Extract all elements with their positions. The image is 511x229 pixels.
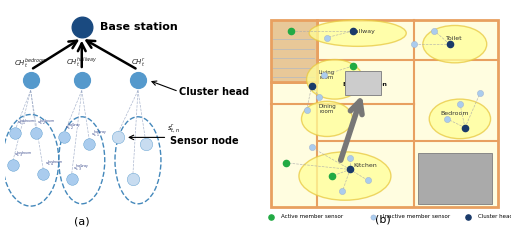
Point xyxy=(308,146,316,149)
Point xyxy=(287,29,295,33)
Ellipse shape xyxy=(423,25,487,63)
Point xyxy=(446,42,454,46)
Ellipse shape xyxy=(301,101,353,136)
Text: Dining
room: Dining room xyxy=(318,104,336,114)
Point xyxy=(315,95,323,99)
Point xyxy=(113,136,122,139)
Point xyxy=(78,26,86,29)
Ellipse shape xyxy=(429,99,491,139)
Point xyxy=(129,177,137,180)
Point xyxy=(9,163,17,167)
Point xyxy=(328,174,336,178)
Text: $s_{t,3}^{hallway}$: $s_{t,3}^{hallway}$ xyxy=(73,163,89,174)
Ellipse shape xyxy=(309,20,406,46)
Text: Toilet: Toilet xyxy=(447,36,463,41)
Text: $CH_t^r$: $CH_t^r$ xyxy=(130,57,146,69)
Point xyxy=(463,215,472,218)
FancyBboxPatch shape xyxy=(418,153,492,204)
Point xyxy=(461,126,469,130)
Point xyxy=(39,172,48,176)
Text: Sensor node: Sensor node xyxy=(170,136,239,146)
Text: $s_{t,1}^{hallway}$: $s_{t,1}^{hallway}$ xyxy=(91,128,107,140)
Text: $s_{t,n}^r$: $s_{t,n}^r$ xyxy=(168,123,180,135)
Point xyxy=(308,84,316,88)
Text: Active member sensor: Active member sensor xyxy=(281,214,343,219)
Text: $s_{t,4}^{bedroom}$: $s_{t,4}^{bedroom}$ xyxy=(45,158,63,169)
Point xyxy=(85,142,94,146)
Point xyxy=(349,29,357,33)
Point xyxy=(282,161,290,165)
Point xyxy=(267,215,275,218)
Text: Kitchen: Kitchen xyxy=(354,163,377,168)
Point xyxy=(410,42,418,46)
Text: $s_{t,2}^{hallway}$: $s_{t,2}^{hallway}$ xyxy=(65,122,81,133)
Point xyxy=(303,108,311,112)
Text: Hallway: Hallway xyxy=(351,29,375,34)
Point xyxy=(346,168,354,171)
Point xyxy=(346,157,354,160)
Text: Base station: Base station xyxy=(343,82,387,87)
Polygon shape xyxy=(271,20,498,207)
Polygon shape xyxy=(271,20,317,82)
Point xyxy=(323,36,331,39)
Point xyxy=(32,131,40,135)
Text: $s_{t,3}^{bedroom}$: $s_{t,3}^{bedroom}$ xyxy=(14,149,32,160)
Text: $s_{t,2}^{bedroom}$: $s_{t,2}^{bedroom}$ xyxy=(37,117,55,128)
Ellipse shape xyxy=(307,60,363,99)
Text: (b): (b) xyxy=(376,214,391,224)
Text: Base station: Base station xyxy=(100,22,177,33)
Text: Living
room: Living room xyxy=(319,70,335,80)
Point xyxy=(134,78,142,82)
Text: Cluster head: Cluster head xyxy=(478,214,511,219)
Point xyxy=(60,136,68,139)
Text: $CH_t^{hallway}$: $CH_t^{hallway}$ xyxy=(66,55,98,70)
Text: $CH_t^{bedroom}$: $CH_t^{bedroom}$ xyxy=(13,56,48,70)
FancyBboxPatch shape xyxy=(345,71,381,95)
Text: Inactive member sensor: Inactive member sensor xyxy=(383,214,450,219)
Point xyxy=(27,78,35,82)
Point xyxy=(443,117,451,121)
Point xyxy=(349,64,357,68)
Point xyxy=(364,179,372,182)
Point xyxy=(456,102,464,105)
Point xyxy=(78,78,86,82)
Point xyxy=(430,29,438,33)
Point xyxy=(67,177,76,180)
Ellipse shape xyxy=(299,152,391,200)
Point xyxy=(476,91,484,94)
Point xyxy=(338,190,346,193)
Text: (a): (a) xyxy=(74,216,89,226)
Text: $s_{t,1}^{bedroom}$: $s_{t,1}^{bedroom}$ xyxy=(16,117,35,128)
Text: Bedroom: Bedroom xyxy=(440,111,469,115)
Text: Cluster head: Cluster head xyxy=(179,87,249,97)
Point xyxy=(369,215,377,218)
Point xyxy=(142,142,150,146)
Point xyxy=(320,73,329,77)
Point xyxy=(11,131,19,135)
